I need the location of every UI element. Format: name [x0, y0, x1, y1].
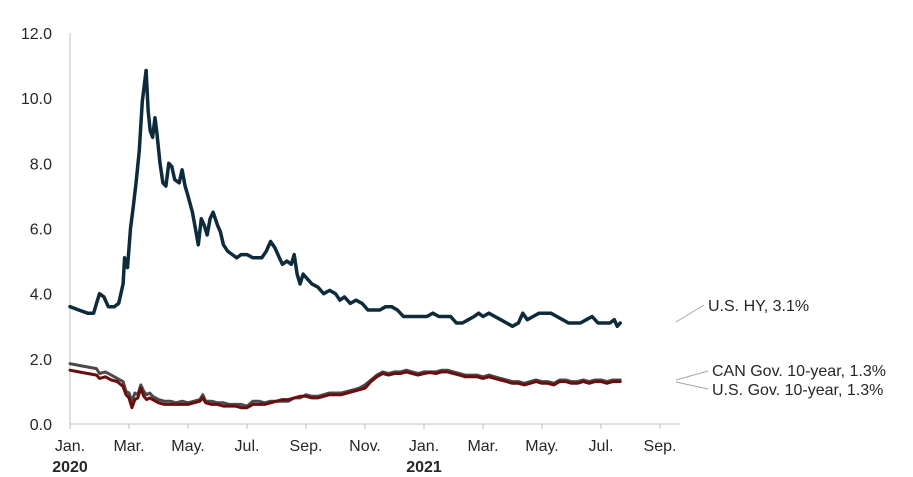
- y-tick-label: 12.0: [21, 26, 52, 43]
- x-tick-label: Sep.: [644, 438, 677, 455]
- y-ticks: 0.0 2.0 4.0 6.0 8.0 10.0 12.0: [21, 26, 52, 434]
- x-tick-label: Sep.: [290, 438, 323, 455]
- label-leader-us: [675, 381, 709, 390]
- series-label-can-gov: CAN Gov. 10-year, 1.3%: [712, 363, 886, 380]
- y-tick-label: 4.0: [30, 287, 52, 304]
- x-tick-label: Nov.: [349, 438, 381, 455]
- y-tick-label: 6.0: [30, 222, 52, 239]
- x-tick-label: Jan.: [55, 438, 85, 455]
- x-tick-label: Jan.: [409, 438, 439, 455]
- x-tick-label: Jul.: [589, 438, 614, 455]
- y-tick-label: 8.0: [30, 156, 52, 173]
- series-label-us-gov: U.S. Gov. 10-year, 1.3%: [712, 382, 883, 399]
- x-tick-label: May.: [525, 438, 558, 455]
- series-line-u-s-hy: [68, 68, 622, 329]
- x-tick-label: Mar.: [467, 438, 498, 455]
- x-tick-label: May.: [171, 438, 204, 455]
- y-tick-label: 0.0: [30, 417, 52, 434]
- label-leader-hy: [675, 304, 705, 323]
- series-lines: [68, 68, 622, 410]
- series-label-us-hy: U.S. HY, 3.1%: [708, 298, 809, 315]
- series-labels: U.S. HY, 3.1% CAN Gov. 10-year, 1.3% U.S…: [675, 298, 886, 399]
- y-tick-label: 2.0: [30, 352, 52, 369]
- x-year-label: 2020: [52, 459, 88, 476]
- y-tick-label: 10.0: [21, 91, 52, 108]
- series-line-u-s-gov-10-year: [68, 368, 622, 410]
- label-leader-can: [675, 370, 709, 381]
- x-tick-label: Mar.: [113, 438, 144, 455]
- series-line-can-gov-10-year: [68, 362, 622, 408]
- x-year-label: 2021: [406, 459, 442, 476]
- x-tick-label: Jul.: [235, 438, 260, 455]
- x-ticks: Jan. Mar. May. Jul. Sep. Nov. Jan. Mar. May. Jul.…: [52, 424, 676, 476]
